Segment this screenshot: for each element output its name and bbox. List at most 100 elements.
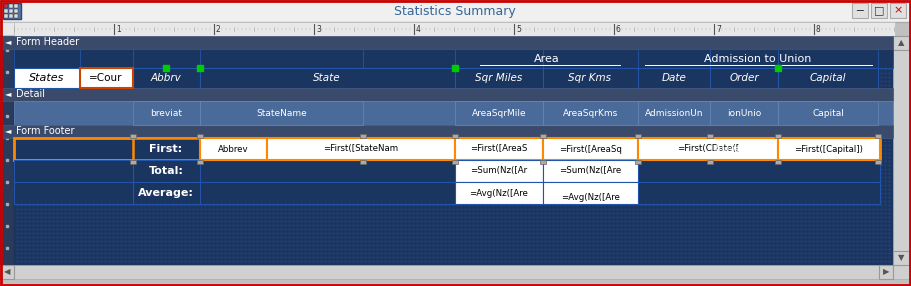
Text: =First(CDate([: =First(CDate([ xyxy=(677,144,739,154)
Text: 6: 6 xyxy=(616,25,621,33)
Bar xyxy=(455,68,543,88)
Text: Order: Order xyxy=(729,73,759,83)
Text: ◄: ◄ xyxy=(5,126,12,136)
Text: =First([StateNam: =First([StateNam xyxy=(323,144,399,154)
Bar xyxy=(0,36,893,49)
Bar xyxy=(200,138,267,160)
Text: Statistics Summary: Statistics Summary xyxy=(394,5,516,17)
Bar xyxy=(775,160,781,164)
Bar xyxy=(543,182,638,204)
Text: Abbrev: Abbrev xyxy=(219,144,249,154)
Text: ▼: ▼ xyxy=(897,253,905,263)
Text: First:: First: xyxy=(149,144,182,154)
Text: ▲: ▲ xyxy=(897,39,905,47)
Text: 3: 3 xyxy=(316,25,321,33)
Bar xyxy=(200,101,363,125)
Bar xyxy=(9,9,13,13)
Bar xyxy=(0,0,911,22)
Bar xyxy=(133,101,200,125)
Text: Area: Area xyxy=(534,53,559,63)
Bar xyxy=(875,134,881,138)
Bar xyxy=(455,138,543,160)
Bar xyxy=(0,265,893,279)
Bar xyxy=(14,160,880,182)
Bar xyxy=(0,22,14,36)
Text: Capital: Capital xyxy=(812,108,844,118)
Text: =Avg(Nz([Are: =Avg(Nz([Are xyxy=(469,190,528,198)
Bar xyxy=(778,68,878,88)
Text: breviat: breviat xyxy=(150,108,182,118)
Bar xyxy=(133,68,200,88)
Bar xyxy=(3,3,21,19)
Bar xyxy=(197,160,203,164)
Bar xyxy=(452,160,458,164)
Text: 8: 8 xyxy=(816,25,821,33)
Bar xyxy=(452,134,458,138)
Bar xyxy=(80,68,133,88)
Text: Detail: Detail xyxy=(16,89,45,99)
Text: ionUnio: ionUnio xyxy=(727,108,761,118)
Text: Sqr Miles: Sqr Miles xyxy=(476,73,523,83)
Bar xyxy=(543,160,638,182)
Text: =Cour: =Cour xyxy=(89,73,123,83)
Bar xyxy=(0,36,893,265)
Bar xyxy=(130,160,136,164)
Bar xyxy=(893,265,909,279)
Bar xyxy=(197,134,203,138)
Text: ◄: ◄ xyxy=(5,37,12,47)
Text: AdmissionUn: AdmissionUn xyxy=(645,108,703,118)
Text: =Sum(Nz([Ar: =Sum(Nz([Ar xyxy=(470,166,527,176)
Bar xyxy=(638,138,778,160)
Bar xyxy=(267,138,455,160)
Text: ▶: ▶ xyxy=(883,267,889,277)
Bar xyxy=(0,88,893,101)
Bar xyxy=(893,36,909,265)
Bar xyxy=(852,3,868,18)
Bar xyxy=(14,68,80,88)
Text: Date: Date xyxy=(661,73,686,83)
Text: 5: 5 xyxy=(516,25,521,33)
Text: StateName: StateName xyxy=(256,108,307,118)
Text: =First([Capital]): =First([Capital]) xyxy=(794,144,864,154)
Bar xyxy=(635,160,641,164)
Bar xyxy=(455,160,543,182)
Bar xyxy=(0,265,14,279)
Bar xyxy=(133,160,200,182)
Text: AreaSqrMile: AreaSqrMile xyxy=(472,108,527,118)
Bar xyxy=(778,138,880,160)
Text: Form Header: Form Header xyxy=(16,37,79,47)
Bar xyxy=(707,160,713,164)
Bar xyxy=(0,125,893,138)
Bar xyxy=(14,4,18,8)
Text: Sqr Kms: Sqr Kms xyxy=(568,73,611,83)
Bar xyxy=(9,14,13,18)
Text: States: States xyxy=(29,73,65,83)
Bar xyxy=(455,101,543,125)
Text: 2: 2 xyxy=(216,25,220,33)
Text: ◄: ◄ xyxy=(5,90,12,98)
Text: 7: 7 xyxy=(716,25,721,33)
Bar xyxy=(14,138,880,160)
Bar xyxy=(707,134,713,138)
Bar xyxy=(893,36,909,50)
Text: Average:: Average: xyxy=(138,188,194,198)
Text: ◀: ◀ xyxy=(4,267,10,277)
Bar xyxy=(875,160,881,164)
Text: Capital: Capital xyxy=(810,73,846,83)
Text: AdmissionUnio: AdmissionUnio xyxy=(714,144,776,154)
Text: ×: × xyxy=(894,5,903,15)
Text: =Avg(Nz([Are: =Avg(Nz([Are xyxy=(561,193,620,202)
Bar xyxy=(710,101,778,125)
Text: =First([AreaS: =First([AreaS xyxy=(470,144,527,154)
Bar xyxy=(879,265,893,279)
Bar xyxy=(14,14,18,18)
Text: ─: ─ xyxy=(856,5,864,15)
Text: Total:: Total: xyxy=(148,166,183,176)
Bar xyxy=(455,182,543,204)
Bar xyxy=(893,251,909,265)
Bar xyxy=(200,68,455,88)
Bar xyxy=(133,138,200,160)
Bar xyxy=(9,4,13,8)
Bar xyxy=(871,3,887,18)
Bar xyxy=(635,134,641,138)
